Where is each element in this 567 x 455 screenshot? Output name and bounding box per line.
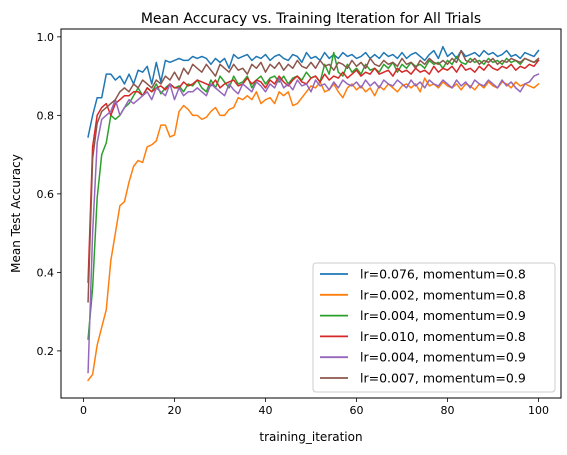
y-axis-title: Mean Test Accuracy [9,154,23,273]
legend-items: lr=0.076, momentum=0.8 lr=0.002, momentum… [320,267,526,386]
y-tick-label: 0.6 [37,188,55,201]
legend-box [312,262,556,393]
plot-frame [60,28,562,399]
legend-label-5: lr=0.004, momentum=0.9 [360,350,526,365]
legend-label-1: lr=0.076, momentum=0.8 [360,267,526,282]
x-tick-label: 20 [168,404,182,417]
legend-label-6: lr=0.007, momentum=0.9 [360,371,526,386]
series-line-5 [87,73,540,374]
series-layer [87,45,540,382]
x-tick-label: 100 [528,404,549,417]
y-tick-label: 1.0 [37,31,55,44]
chart-title: Mean Accuracy vs. Training Iteration for… [141,11,481,27]
legend: lr=0.076, momentum=0.8 lr=0.002, momentum… [312,262,556,393]
x-tick-label: 0 [80,404,87,417]
series-line-4 [87,59,540,283]
y-axis: 0.2 0.4 0.6 0.8 1.0 [37,31,61,358]
legend-label-2: lr=0.002, momentum=0.8 [360,287,526,302]
legend-label-4: lr=0.010, momentum=0.8 [360,329,526,344]
legend-label-3: lr=0.004, momentum=0.9 [360,308,526,323]
x-tick-label: 80 [440,404,454,417]
y-tick-label: 0.2 [37,345,55,358]
x-tick-label: 60 [349,404,363,417]
y-tick-label: 0.4 [37,266,55,279]
y-tick-label: 0.8 [37,109,55,122]
plot-area: 0 20 40 60 80 100 0.2 0.4 0.6 0.8 1.0 [37,28,562,417]
x-tick-label: 40 [259,404,273,417]
x-axis: 0 20 40 60 80 100 [80,398,549,417]
series-line-6 [87,49,540,303]
x-axis-title: training_iteration [259,430,362,444]
series-line-1 [87,45,540,138]
